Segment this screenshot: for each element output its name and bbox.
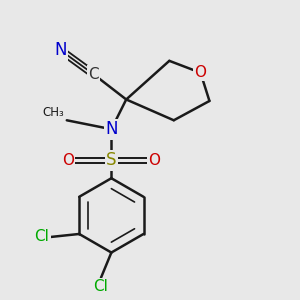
Text: Cl: Cl <box>94 279 108 294</box>
Text: N: N <box>105 120 118 138</box>
Text: CH₃: CH₃ <box>42 106 64 119</box>
Text: O: O <box>62 153 74 168</box>
Text: O: O <box>148 153 160 168</box>
Text: N: N <box>55 41 67 59</box>
Text: Cl: Cl <box>34 230 50 244</box>
Text: S: S <box>106 152 117 169</box>
Text: O: O <box>194 65 206 80</box>
Text: C: C <box>88 67 99 82</box>
